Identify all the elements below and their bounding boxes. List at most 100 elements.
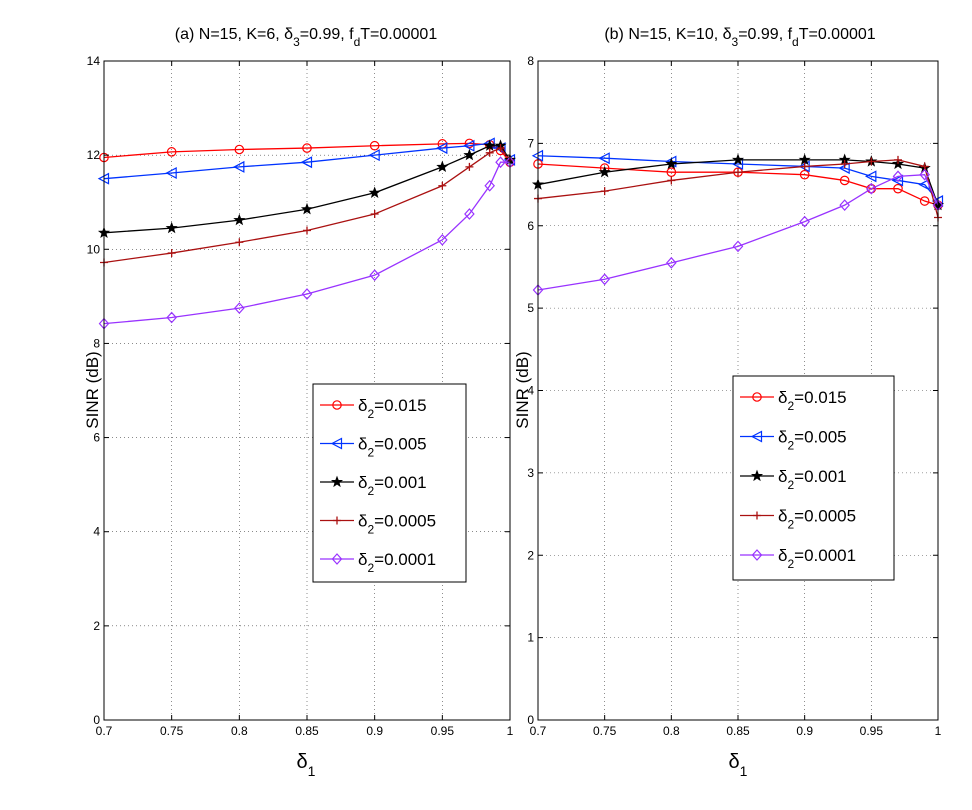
panel-b-ylabel: SINR (dB) (513, 351, 532, 428)
panel-b-xtick-label-2: 0.8 (663, 724, 680, 738)
panel-a-series-0-015-line (103, 142, 511, 163)
panel-a-series-0-0005-point-4 (370, 209, 379, 218)
panel-a-series-0-0001-point-1 (166, 311, 177, 324)
panel-b-series-0-015-line (537, 163, 939, 206)
panel-b-series-0-005-point-1 (598, 152, 610, 165)
panel-a-series-0-005-point-1 (165, 167, 177, 180)
panel-a-series (97, 137, 517, 330)
panel-a-series-0-001-point-6 (463, 148, 476, 161)
panel-b-xlabel: δ1 (729, 751, 748, 779)
panel-b-legend-entry-0-0001-label: δ2=0.0001 (778, 546, 856, 571)
panel-a-series-0-0005-point-3 (303, 226, 311, 235)
panel-a-series-0-0001-point-3 (301, 288, 313, 300)
panel-a-xtick-label-4: 0.9 (366, 724, 383, 738)
panel-a-xtick-label-3: 0.85 (295, 724, 319, 738)
panel-a-legend-entry-0-015-marker (332, 400, 342, 410)
panel-b-series (531, 149, 945, 296)
panel-a-series-0-0001-line (103, 161, 510, 325)
panel-a-series-0-001-point-3 (300, 202, 314, 215)
panel-b-xtick-label-3: 0.85 (726, 724, 750, 738)
panel-b-series-0-0001-point-1 (599, 273, 610, 286)
panel-b-series-0-0001-point-3 (732, 240, 744, 253)
panel-b-ytick-label-3: 3 (527, 466, 534, 480)
panel-a-series-0-0001 (98, 156, 516, 330)
panel-a-series-0-001-point-4 (368, 186, 381, 198)
panel-b-series-0-001-line (537, 159, 939, 206)
panel-a-legend-entry-0-0001-label: δ2=0.0001 (358, 550, 436, 575)
panel-b-ytick-label-1: 1 (527, 631, 534, 645)
panel-b-xtick-label-1: 0.75 (593, 724, 617, 738)
panel-b-series-0-0005-point-4 (800, 162, 809, 171)
panel-a-ytick-label-4: 8 (93, 336, 100, 350)
panel-b-legend-entry-0-0005-label: δ2=0.0005 (778, 507, 856, 532)
panel-b-legend-entry-0-015: δ2=0.015 (740, 388, 847, 413)
panel-b-series-0-015-point-7 (893, 183, 903, 194)
panel-b-title: (b) N=15, K=10, δ3=0.99, fdT=0.00001 (604, 26, 875, 49)
panel-b-xtick-label-6: 1 (935, 724, 942, 738)
panel-b-series-0-001-point-2 (665, 157, 678, 170)
panel-b-series-0-0005-point-6 (867, 157, 876, 166)
panel-a-ytick-label-0: 0 (93, 713, 100, 727)
panel-a-legend: δ2=0.015 δ2=0.005 δ2=0.001 δ2=0.0005 δ2=0.00… (312, 383, 467, 583)
panel-a-legend-entry-0-005: δ2=0.005 (320, 435, 427, 460)
panel-b-xtick-label-0: 0.7 (530, 724, 547, 738)
panel-b-series-0-0001-point-4 (799, 215, 810, 228)
panel-b-legend-entry-0-015-marker (752, 392, 762, 402)
panel-b-legend-entry-0-0001-marker (751, 549, 763, 561)
panel-a: (a) N=15, K=6, δ3=0.99, fdT=0.00001 0.7 0… (83, 26, 517, 779)
panel-a-series-0-0005-point-1 (167, 249, 176, 258)
panel-a-series-0-001-point-2 (233, 213, 246, 226)
panel-b-series-0-0005 (534, 155, 942, 222)
panel-b-ytick-label-4: 4 (527, 384, 534, 398)
panel-a-ylabel: SINR (dB) (83, 351, 102, 428)
panel-a-series-0-005-point-3 (300, 156, 313, 169)
panel-b: (b) N=15, K=10, δ3=0.99, fdT=0.00001 0.7… (513, 26, 945, 779)
panel-b-series-0-0005-point-5 (840, 159, 849, 168)
panel-a-series-0-0001-point-4 (369, 269, 380, 282)
panel-a-series-0-015-point-2 (234, 144, 245, 155)
panel-a-series-0-001 (97, 139, 517, 238)
panel-a-legend-entry-0-015-label: δ2=0.015 (358, 396, 427, 421)
panel-a-series-0-0001-point-5 (437, 233, 448, 246)
panel-b-series-0-001-point-1 (598, 165, 611, 178)
panel-a-series-0-0001-point-2 (234, 302, 245, 315)
panel-b-legend-entry-0-0005-marker (753, 511, 761, 520)
panel-a-series-0-0005-point-5 (438, 181, 447, 190)
panel-b-legend-entry-0-005: δ2=0.005 (740, 428, 847, 453)
panel-a-legend-entry-0-0005: δ2=0.0005 (320, 512, 436, 537)
panel-b-series-0-015-point-4 (799, 169, 810, 180)
panel-b-series-0-015-point-8 (919, 196, 930, 206)
panel-a-series-0-005-point-6 (463, 139, 475, 152)
panel-a-series-0-0005-point-6 (465, 162, 474, 171)
panel-a-legend-entry-0-0005-label: δ2=0.0005 (358, 512, 436, 537)
panel-a-series-0-0005 (100, 144, 514, 267)
panel-b-series-0-0001-point-7 (892, 170, 904, 183)
panel-b-ytick-label-0: 0 (527, 713, 534, 727)
panel-b-legend-entry-0-001-label: δ2=0.001 (778, 467, 847, 492)
panel-b-legend-entry-0-015-label: δ2=0.015 (778, 388, 847, 413)
panel-b-series-0-005-line (537, 155, 939, 202)
panel-b-ytick-label-8: 8 (527, 54, 534, 68)
panel-a-series-0-0001-point-6 (464, 208, 475, 220)
panel-b-ytick-label-6: 6 (527, 219, 534, 233)
panel-a-series-0-001-line (103, 145, 511, 234)
panel-a-series-0-0005-point-8 (496, 144, 505, 153)
panel-a-series-0-001-point-7 (483, 139, 496, 151)
panel-b-legend-entry-0-005-label: δ2=0.005 (778, 428, 847, 453)
panel-b-ytick-label-5: 5 (527, 301, 534, 315)
panel-b-series-0-0005-point-1 (600, 187, 609, 196)
panel-b-series-0-0001-point-2 (666, 256, 677, 269)
panel-a-xtick-label-6: 1 (507, 724, 514, 738)
panel-a-series-0-005-point-2 (233, 160, 245, 173)
panel-a-legend-entry-0-0001: δ2=0.0001 (320, 550, 436, 575)
panel-a-legend-entry-0-005-label: δ2=0.005 (358, 435, 427, 460)
panel-a-legend-entry-0-0001-marker (331, 553, 343, 565)
panel-b-legend-entry-0-005-marker (750, 430, 763, 443)
panel-a-legend-entry-0-001-label: δ2=0.001 (358, 473, 427, 498)
panel-b-series-0-001-point-4 (798, 153, 811, 165)
panel-b-legend-entry-0-001-marker (750, 469, 764, 482)
panel-a-xtick-label-1: 0.75 (160, 724, 184, 738)
panel-b-legend-entry-0-001: δ2=0.001 (740, 467, 847, 492)
